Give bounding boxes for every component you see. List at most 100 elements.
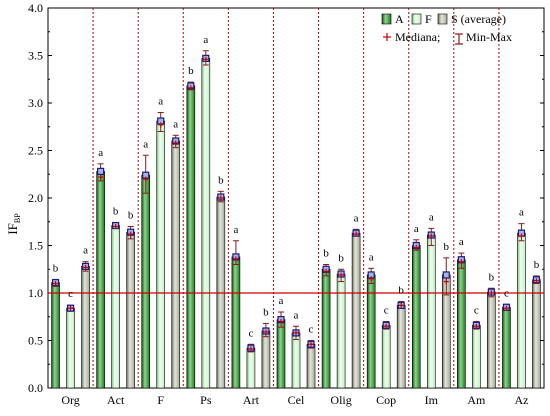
significance-label-a: a (233, 224, 238, 236)
y-axis-label-main: IF (5, 223, 20, 235)
bar-f-az (517, 232, 526, 389)
significance-label-f: c (248, 327, 253, 339)
significance-label-a: b (323, 248, 329, 260)
significance-label-s-average: b (534, 259, 540, 271)
significance-label-a: b (188, 65, 194, 77)
bar-s-average-cel (306, 343, 316, 389)
legend-minmax-icon (455, 33, 463, 45)
bar-a-cop (366, 274, 376, 389)
bar-a-act (96, 171, 105, 389)
significance-label-a: c (504, 287, 509, 299)
x-tick-label-art: Art (243, 393, 260, 407)
mean-marker-a (97, 167, 105, 175)
bar-a-cel (276, 319, 286, 389)
significance-label-s-average: a (354, 212, 359, 224)
significance-label-f: b (338, 252, 344, 264)
significance-label-f: a (294, 309, 299, 321)
significance-label-a: b (53, 263, 59, 275)
significance-label-a: a (459, 236, 464, 248)
bar-a-f (141, 174, 151, 389)
mean-marker-s-average (442, 271, 450, 279)
y-tick-label: 0.5 (28, 334, 43, 348)
significance-label-f: c (384, 305, 389, 317)
bar-s-average-am (487, 291, 496, 389)
y-tick-label: 3.0 (28, 96, 43, 110)
x-tick-label-act: Act (107, 393, 125, 407)
legend-swatch-f (411, 13, 422, 25)
bar-a-im (411, 245, 421, 389)
legend-median-label: Mediana; (395, 30, 440, 44)
legend-minmax-label: Min-Max (466, 30, 512, 44)
x-tick-label-cop: Cop (376, 393, 396, 407)
significance-label-f: a (429, 211, 434, 223)
y-axis-label-subscript: BP (13, 213, 22, 223)
y-axis: 0.0 0.5 1.0 1.5 2.0 2.5 3.0 3.5 4.0 (28, 1, 544, 395)
bar-f-cel (291, 332, 301, 389)
bar-s-average-olig (351, 232, 361, 389)
y-tick-label: 2.5 (28, 144, 43, 158)
x-tick-label-az: Az (514, 393, 528, 407)
bar-s-average-org (81, 266, 90, 389)
significance-label-f: b (113, 206, 119, 218)
bar-f-f (156, 120, 166, 389)
bar-f-am (472, 324, 481, 389)
significance-label-s-average: b (444, 241, 450, 253)
bar-s-average-cop (396, 305, 406, 389)
x-axis: Org Act F Ps Art Cel Olig Cop Im Am Az (61, 384, 528, 407)
significance-label-s-average: b (398, 285, 404, 297)
significance-label-f: a (158, 96, 163, 108)
bar-f-ps (201, 58, 211, 389)
x-tick-label-org: Org (61, 393, 79, 407)
significance-label-s-average: b (218, 174, 224, 186)
bar-a-art (231, 256, 241, 389)
legend-label-a: A (395, 12, 404, 26)
significance-label-s-average: b (128, 210, 134, 222)
bar-f-art (246, 347, 256, 389)
x-tick-label-cel: Cel (288, 393, 305, 407)
significance-label-a: a (369, 251, 374, 263)
y-tick-label: 1.5 (28, 239, 43, 253)
x-tick-label-ps: Ps (200, 393, 212, 407)
bar-a-am (457, 259, 466, 389)
bar-f-cop (381, 324, 391, 389)
y-tick-label: 2.0 (28, 191, 43, 205)
bar-s-average-f (171, 140, 181, 389)
bar-a-org (51, 282, 60, 389)
bar-a-ps (186, 85, 196, 389)
significance-label-a: a (414, 223, 419, 235)
significance-label-s-average: a (173, 118, 178, 130)
category-separators (92, 8, 500, 388)
bar-a-olig (321, 268, 331, 389)
bar-f-im (426, 234, 436, 389)
significance-label-f: c (474, 305, 479, 317)
significance-label-a: a (279, 295, 284, 307)
legend-swatch-s (437, 13, 448, 25)
y-axis-label: IFBP (5, 213, 22, 235)
legend-swatch-a (381, 13, 392, 25)
legend-median-icon (383, 33, 391, 41)
significance-label-f: c (68, 288, 73, 300)
x-tick-label-im: Im (425, 393, 439, 407)
significance-label-a: a (98, 147, 103, 159)
legend: A F S (average) Mediana; Min-Max (381, 12, 512, 45)
y-tick-label: 1.0 (28, 286, 43, 300)
legend-label-s: S (average) (451, 12, 506, 26)
significance-label-s-average: b (489, 271, 495, 283)
x-tick-label-olig: Olig (330, 393, 351, 407)
bar-f-olig (336, 273, 346, 389)
bar-s-average-az (532, 279, 541, 389)
legend-label-f: F (425, 12, 432, 26)
significance-label-s-average: a (83, 245, 88, 257)
significance-label-a: a (143, 138, 148, 150)
errorbars-layer (51, 50, 541, 353)
x-tick-label-am: Am (467, 393, 486, 407)
bar-f-act (111, 225, 120, 389)
significance-label-s-average: c (309, 324, 314, 336)
significance-label-f: a (519, 207, 524, 219)
bar-s-average-art (261, 330, 271, 389)
bar-f-org (66, 307, 75, 389)
bar-s-average-act (126, 231, 135, 389)
